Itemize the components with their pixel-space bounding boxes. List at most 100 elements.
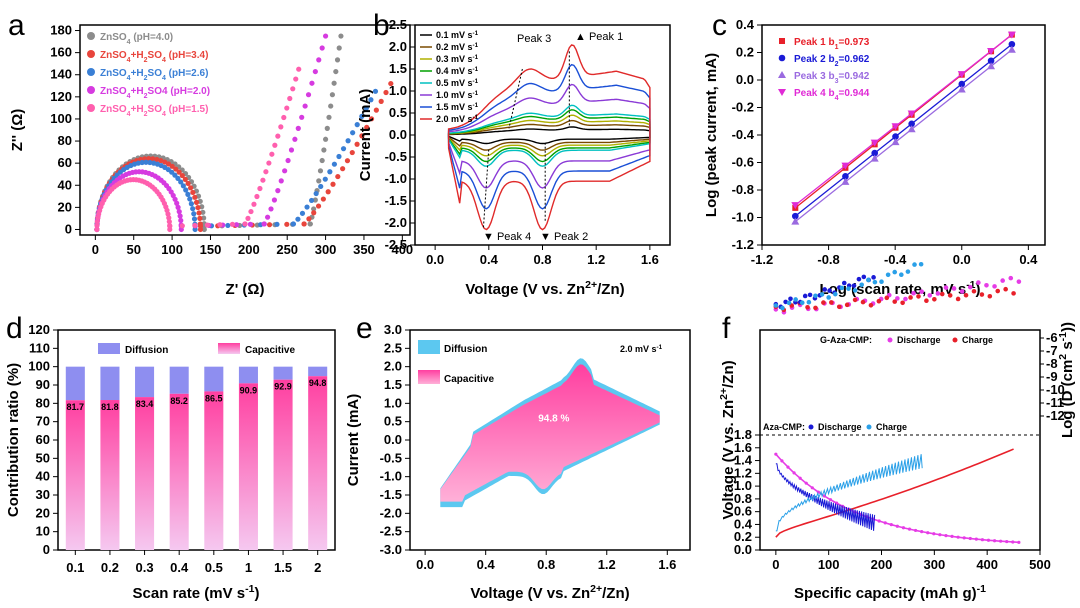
panel-a-point (94, 226, 100, 233)
panel-b-legend-text: 1.0 mV s-1 (436, 90, 479, 101)
panel-f-top-aza-charge-point (819, 292, 825, 297)
panel-f-top-g-charge-point (908, 295, 913, 300)
panel-label-c: c (712, 9, 727, 42)
panel-f-top-g-charge-point (805, 304, 810, 310)
panel-f-top-g-discharge-point (992, 284, 997, 289)
panel-c-legend-marker (778, 89, 786, 96)
panel-d-bar-capacitive (135, 397, 155, 550)
panel-a-point (197, 215, 203, 221)
panel-a-point (176, 209, 182, 215)
panel-d-bar-label: 85.2 (170, 396, 188, 406)
panel-d-bar-diffusion (273, 366, 293, 380)
panel-a-point (167, 223, 173, 229)
panel-f-g-discharge-point (792, 471, 796, 475)
panel-c-y-tick-label: -0.4 (732, 127, 755, 142)
panel-f-legend-g-label: G-Aza-CMP: (820, 335, 872, 345)
panel-c-point (841, 162, 850, 170)
panel-c-point (791, 217, 800, 225)
panel-d-bar-diffusion (65, 366, 85, 401)
panel-a-point (225, 222, 231, 229)
panel-f-g-discharge-point (938, 533, 942, 537)
panel-f-y-tick-label: 1.4 (734, 453, 753, 468)
panel-c-point (987, 57, 995, 65)
panel-a-legend-text: ZnSO4+H2SO4 (pH=2.0) (100, 86, 210, 100)
panel-a-point (229, 221, 236, 227)
panel-a-point (190, 206, 196, 212)
panel-f-legend-aza-discharge: Discharge (818, 422, 862, 432)
panel-f-top-g-charge-point (829, 300, 834, 305)
panel-a-point (340, 166, 346, 172)
panel-a-point (325, 189, 331, 195)
panel-a-point (183, 187, 189, 193)
panel-d-bar-label: 94.8 (309, 378, 327, 388)
panel-f-top-g-charge-point (916, 294, 921, 299)
panel-f-legend-marker (887, 337, 893, 343)
panel-a-point (354, 122, 360, 128)
panel-f-legend-aza-label: Aza-CMP: (763, 422, 805, 432)
panel-b-legend-text: 1.5 mV s-1 (436, 102, 479, 113)
panel-d-x-tick-label: 0.1 (66, 560, 84, 575)
panel-a-legend-text: ZnSO4 (pH=4.0) (100, 32, 173, 46)
panel-a-point (275, 133, 281, 139)
panel-a-point (322, 136, 329, 142)
panel-c-legend-text: Peak 4 b4=0.944 (794, 88, 870, 102)
panel-f-top-g-charge-point (1011, 291, 1016, 296)
panel-f-top-g-charge-point (900, 300, 905, 306)
panel-a-point (179, 172, 185, 179)
panel-d-bar-label: 83.4 (136, 399, 154, 409)
panel-b-y-tick-label: -1.5 (385, 193, 407, 208)
panel-f-frame (759, 329, 1041, 551)
panel-f-g-discharge-point (1011, 540, 1015, 544)
panel-f-top-g-discharge-point (984, 282, 989, 288)
panel-a-x-tick-label: 200 (238, 242, 260, 257)
panel-b-x-tick-label: 0.4 (480, 252, 499, 267)
panel-f-top-aza-discharge-point (802, 293, 808, 299)
panel-f-x-tick-label: 500 (1029, 557, 1051, 572)
panel-b-ylabel: Current (mA) (357, 89, 374, 182)
panel-f-g-discharge-point (999, 539, 1003, 543)
panel-f-ylabel: Voltage (V vs. Zn2+/Zn) (718, 360, 737, 519)
panel-a-y-tick-label: 0 (65, 221, 72, 236)
panel-b-y-tick-label: 1.0 (389, 83, 407, 98)
panel-b-legend-text: 2.0 mV s-1 (436, 114, 479, 125)
panel-f-y2label: Log (D (cm2 s-1)) (1057, 322, 1076, 438)
panel-a-point (285, 157, 291, 164)
panel-f-y-tick-label: 1.2 (734, 465, 752, 480)
panel-f-top-g-discharge-point (976, 280, 981, 285)
panel-a-point (295, 216, 301, 222)
panel-e-y-tick-label: 1.5 (384, 377, 402, 392)
panel-d-x-tick-label: 0.5 (205, 560, 223, 575)
panel-a-point (204, 222, 210, 228)
panel-f-top-aza-charge-point (859, 282, 864, 288)
panel-f-g-discharge-point (798, 476, 802, 480)
panel-a-point (305, 92, 312, 98)
panel-c-y-tick-label: 0.4 (736, 17, 755, 32)
panel-d-bar-label: 92.9 (274, 382, 292, 392)
panel-f-top-g-charge-point (939, 291, 945, 297)
panel-f-g-discharge-point (810, 486, 814, 490)
panel-f-aza-discharge-curve (775, 463, 876, 531)
panel-c-y-tick-label: -1.0 (732, 210, 754, 225)
panel-a-x-tick-label: 400 (391, 242, 413, 257)
panel-a-point (319, 45, 325, 51)
panel-e-y-tick-label: 0.5 (384, 414, 402, 429)
panel-f-top-aza-charge-point (786, 300, 792, 306)
panel-c-y-tick-label: -0.8 (732, 182, 754, 197)
panel-f-top-aza-discharge-point (822, 287, 828, 292)
panel-d-y-tick-label: 60 (36, 432, 50, 447)
panel-a-x-tick-label: 50 (126, 242, 140, 257)
panel-a-point (299, 210, 306, 216)
panel-e-y-tick-label: -3.0 (380, 542, 402, 557)
panel-a-point (306, 216, 312, 222)
panel-a-y-tick-label: 180 (50, 23, 72, 38)
panel-c-point (791, 202, 800, 210)
panel-c-legend-marker (778, 54, 786, 62)
panel-a-legend-marker (87, 68, 95, 76)
panel-a-point (196, 210, 202, 216)
panel-f-g-discharge-point (950, 534, 954, 539)
panel-d-bar-label: 86.5 (205, 393, 223, 403)
panel-a-legend-marker (87, 50, 95, 58)
panel-f-legend-charge: Charge (962, 335, 993, 345)
panel-b-y-tick-label: -2.0 (385, 215, 407, 230)
